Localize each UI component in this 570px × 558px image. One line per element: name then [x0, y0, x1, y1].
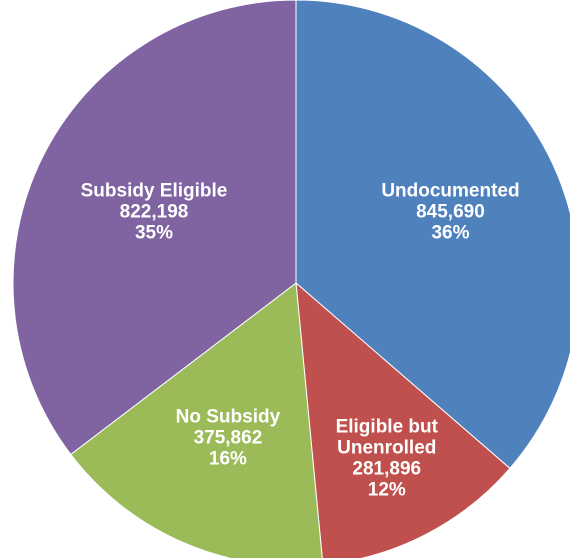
- data-label-no-subsidy-value: 375,862: [194, 428, 263, 449]
- data-label-subsidy-eligible-percent: 35%: [135, 223, 173, 244]
- data-label-eligible-but-unenrolled-percent: 12%: [368, 480, 406, 501]
- pie-slices: [12, 0, 570, 558]
- data-label-subsidy-eligible-name: Subsidy Eligible: [81, 181, 228, 202]
- pie-slice-subsidy-eligible: [12, 0, 297, 456]
- data-label-no-subsidy-name: No Subsidy: [176, 407, 281, 428]
- data-label-eligible-but-unenrolled-name: Eligible but: [336, 417, 439, 438]
- data-label-undocumented-value: 845,690: [416, 201, 485, 222]
- pie-slice-undocumented: [295, 0, 570, 470]
- data-label-undocumented-name: Undocumented: [381, 180, 519, 201]
- data-label-eligible-but-unenrolled-value: 281,896: [352, 459, 421, 480]
- data-label-undocumented-percent: 36%: [431, 222, 469, 243]
- data-label-eligible-but-unenrolled-name: Unenrolled: [337, 438, 436, 459]
- pie-slice-no-subsidy: [70, 282, 323, 558]
- data-label-subsidy-eligible-value: 822,198: [120, 202, 189, 223]
- data-label-no-subsidy-percent: 16%: [209, 449, 247, 470]
- pie-slice-eligible-but-unenrolled: [295, 281, 511, 558]
